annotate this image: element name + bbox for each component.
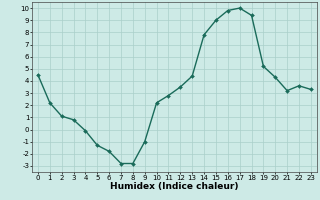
- X-axis label: Humidex (Indice chaleur): Humidex (Indice chaleur): [110, 182, 239, 191]
